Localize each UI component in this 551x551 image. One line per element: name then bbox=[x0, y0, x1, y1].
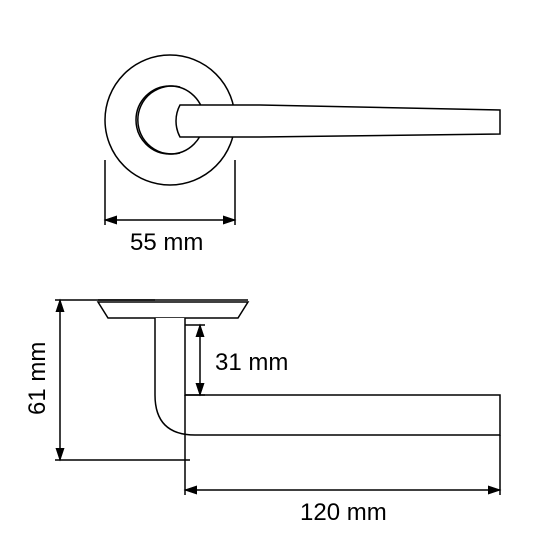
dimension-31mm bbox=[185, 325, 205, 395]
lever-top-view bbox=[176, 105, 500, 137]
rose-inner-arc bbox=[138, 86, 180, 154]
dimension-55mm bbox=[105, 160, 235, 225]
dimension-31mm-label: 31 mm bbox=[215, 349, 288, 376]
technical-drawing: 55 mm 61 mm 31 mm 120 mm bbox=[0, 0, 551, 551]
dimension-55mm-label: 55 mm bbox=[130, 229, 203, 256]
rose-plate-side bbox=[98, 302, 248, 318]
top-view bbox=[105, 55, 500, 185]
dimension-120mm-label: 120 mm bbox=[300, 499, 387, 526]
neck-and-lever bbox=[155, 318, 500, 435]
side-view bbox=[98, 300, 500, 435]
dimension-61mm-label: 61 mm bbox=[24, 342, 51, 415]
